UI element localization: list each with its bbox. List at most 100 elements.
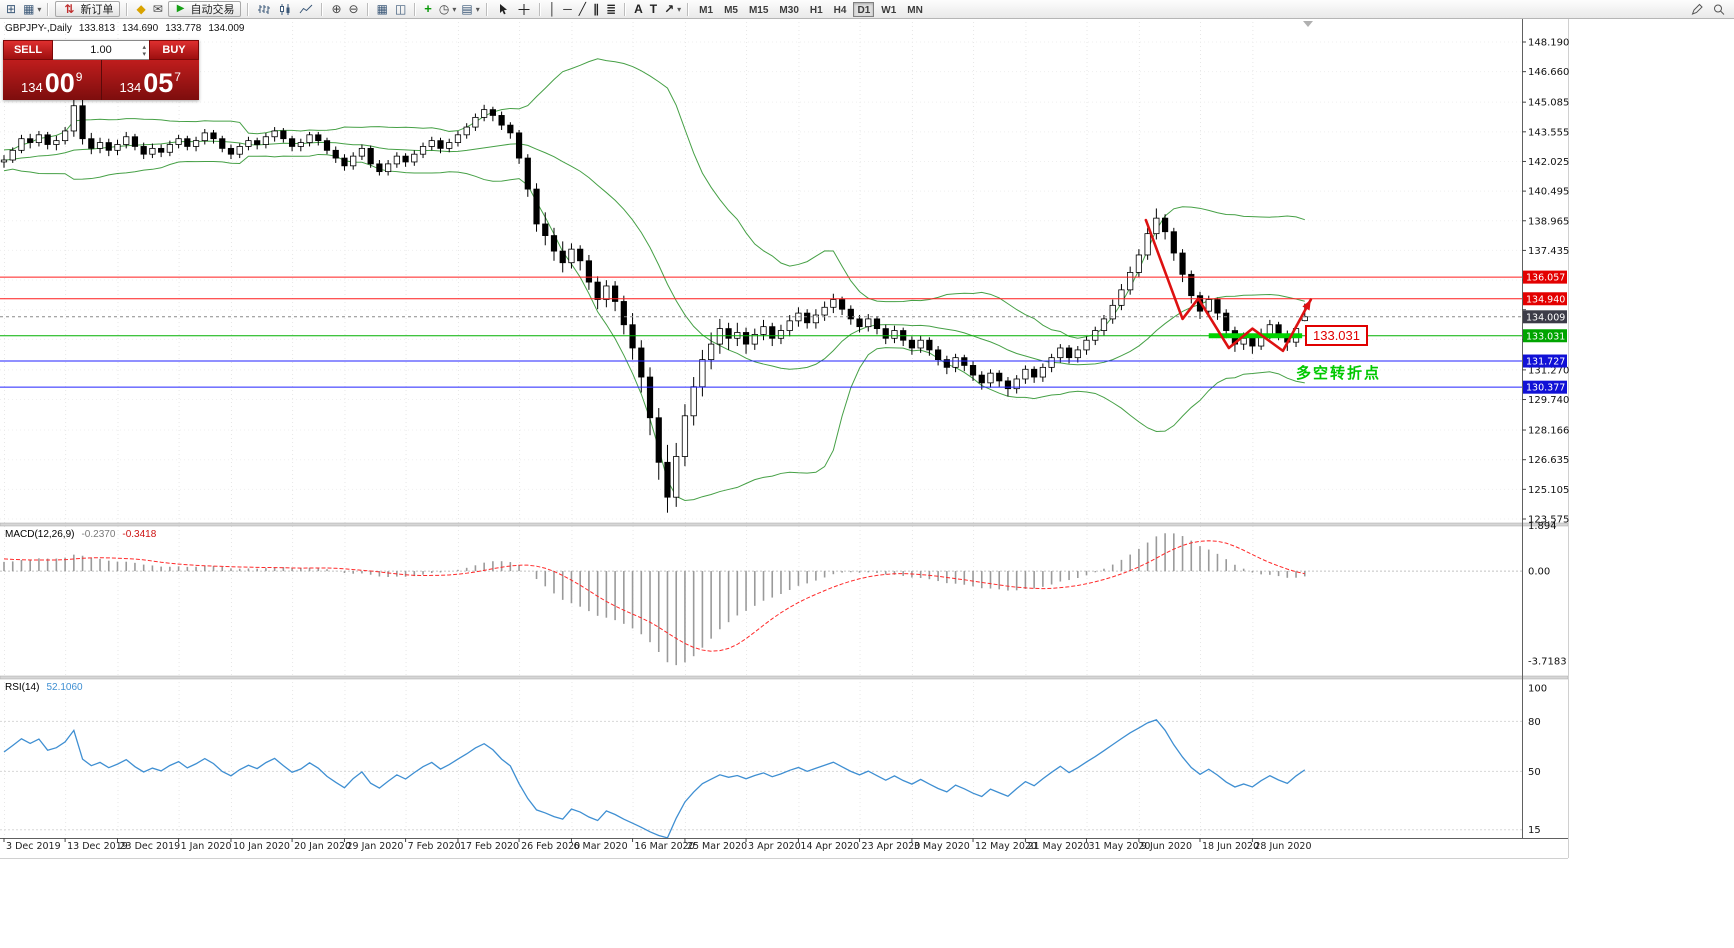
- buy-price-panel[interactable]: 134 05 7: [101, 60, 199, 100]
- price-axis-badge-label: 134.009: [1526, 312, 1565, 323]
- rsi-label: RSI(14): [5, 682, 40, 693]
- one-click-trading-widget: SELL 1.00 ▴ ▾ BUY 134 00 9 134 05 7: [3, 40, 199, 100]
- candles: [0, 46, 1308, 513]
- price-axis-badge-label: 136.057: [1526, 273, 1565, 284]
- spinner-up-icon[interactable]: ▴: [142, 44, 146, 51]
- buy-button[interactable]: BUY: [149, 40, 199, 60]
- text-icon[interactable]: A: [634, 2, 643, 16]
- sell-price-panel[interactable]: 134 00 9: [3, 60, 101, 100]
- pane-frame: [0, 18, 1569, 859]
- time-axis-label: 18 Jun 2020: [1202, 841, 1259, 852]
- time-axis-label: 16 Mar 2020: [635, 841, 695, 852]
- volume-spinner[interactable]: ▴ ▾: [142, 41, 146, 61]
- time-axis-label: 20 Jan 2020: [294, 841, 351, 852]
- price-axis-label: 131.270: [1528, 365, 1569, 376]
- macd-scale-label: 0.00: [1528, 567, 1550, 578]
- indicator-scales: 1.894 0.00 -3.7183 100 80 50 15: [1528, 521, 1567, 836]
- periods-clock-icon: ◷: [438, 2, 450, 16]
- sell-button[interactable]: SELL: [3, 40, 53, 60]
- fibonacci-icon[interactable]: ≣: [606, 2, 617, 16]
- candlestick-chart-icon[interactable]: [276, 3, 294, 16]
- text-label-icon[interactable]: T: [649, 2, 658, 16]
- indicators-icon[interactable]: +: [424, 1, 432, 16]
- trendline-icon[interactable]: ╱: [578, 2, 586, 16]
- line-chart-icon[interactable]: [297, 3, 315, 16]
- timeframe-button-mn[interactable]: MN: [903, 2, 927, 17]
- new-order-label: 新订单: [80, 4, 114, 16]
- toolbar-separator: [247, 2, 250, 16]
- timeframe-button-m5[interactable]: M5: [720, 2, 742, 17]
- mailbox-icon[interactable]: ✉: [152, 2, 163, 16]
- channel-icon[interactable]: ∥: [593, 2, 599, 16]
- spinner-down-icon[interactable]: ▾: [142, 51, 146, 58]
- price-axis-label: 137.435: [1528, 246, 1569, 257]
- timeframe-button-m15[interactable]: M15: [745, 2, 772, 17]
- price-axis-badge: [1523, 310, 1567, 324]
- price-axis-label: 140.495: [1528, 187, 1569, 198]
- timeframe-button-h1[interactable]: H1: [806, 2, 827, 17]
- time-axis-label: 23 Dec 2019: [119, 841, 180, 852]
- sell-price-figure: 134: [21, 79, 43, 95]
- symbol-title: GBPJPY-,Daily: [5, 23, 72, 34]
- tile-windows-icon[interactable]: ▦: [376, 2, 388, 16]
- price-axis-label: 148.190: [1528, 38, 1569, 49]
- time-axis-label: 29 Jan 2020: [346, 841, 403, 852]
- new-order-icon: ⇅: [64, 2, 75, 16]
- timeframe-button-w1[interactable]: W1: [877, 2, 900, 17]
- time-axis-label: 13 Dec 2019: [67, 841, 128, 852]
- horizontal-line-icon[interactable]: ─: [563, 2, 572, 16]
- toolbar-separator: [687, 2, 690, 16]
- vertical-line-icon[interactable]: │: [548, 2, 557, 16]
- turning-point-text: 多空转折点: [1296, 365, 1382, 382]
- profiles-button[interactable]: ▦ ▾: [21, 1, 41, 17]
- time-axis-label: 17 Feb 2020: [460, 841, 519, 852]
- timeframe-button-h4[interactable]: H4: [830, 2, 851, 17]
- timeframe-button-m1[interactable]: M1: [695, 2, 717, 17]
- ohlc-high: 134.690: [122, 23, 159, 34]
- price-axis-badge-label: 134.940: [1526, 294, 1565, 305]
- horizontal-lines: [0, 276, 1522, 388]
- templates-icon: ▤: [461, 2, 473, 16]
- timeframe-button-m30[interactable]: M30: [775, 2, 802, 17]
- play-icon: ▶: [176, 3, 185, 14]
- price-axis-label: 145.085: [1528, 98, 1569, 109]
- price-axis-badge-label: 133.031: [1526, 331, 1565, 342]
- timeframe-button-d1[interactable]: D1: [853, 1, 875, 17]
- pencil-icon[interactable]: [1688, 3, 1706, 16]
- price-axis-badge-label: 130.377: [1526, 383, 1565, 394]
- autotrading-button[interactable]: ▶ 自动交易: [167, 1, 242, 17]
- chevron-down-icon: ▾: [677, 4, 682, 14]
- rsi-pane: [0, 718, 1522, 839]
- templates-button[interactable]: ▤ ▾: [459, 1, 479, 17]
- new-chart-icon[interactable]: ⊞: [6, 2, 17, 16]
- cursor-icon[interactable]: [494, 3, 512, 16]
- search-icon[interactable]: [1710, 3, 1728, 16]
- macd-signal-value: -0.3418: [122, 529, 157, 540]
- buy-price-pips: 05: [143, 68, 174, 99]
- chevron-down-icon: ▾: [452, 4, 457, 14]
- rsi-info: RSI(14) 52.1060: [5, 682, 83, 693]
- price-axis-badge: [1523, 354, 1567, 368]
- bar-chart-icon[interactable]: [255, 3, 273, 16]
- profiles-icon: ▦: [23, 2, 35, 16]
- zoom-out-icon[interactable]: ⊖: [348, 2, 359, 16]
- periods-button[interactable]: ◷ ▾: [437, 1, 457, 17]
- bollinger-bands: [3, 58, 1305, 502]
- metaeditor-icon[interactable]: ◆: [136, 2, 146, 16]
- time-axis-label: 12 May 2020: [975, 841, 1037, 852]
- support-price-tag[interactable]: 133.031: [1305, 325, 1368, 346]
- chart-shift-marker: [1303, 21, 1313, 27]
- new-order-button[interactable]: ⇅ 新订单: [55, 1, 121, 17]
- macd-main-value: -0.2370: [81, 529, 116, 540]
- zoom-in-icon[interactable]: ⊕: [331, 2, 342, 16]
- arrows-button[interactable]: ↗ ▾: [662, 1, 681, 17]
- price-axis: 148.190 146.660 145.085 143.555 142.025 140.4…: [1522, 38, 1569, 525]
- autotrading-label: 自动交易: [190, 4, 235, 16]
- crosshair-icon[interactable]: [515, 3, 533, 16]
- sell-price-pips: 00: [44, 68, 75, 99]
- cascade-windows-icon[interactable]: ◫: [394, 2, 407, 16]
- time-axis-label: 7 Feb 2020: [408, 841, 461, 852]
- macd-info: MACD(12,26,9) -0.2370 -0.3418: [5, 529, 156, 540]
- volume-input[interactable]: 1.00 ▴ ▾: [53, 40, 149, 60]
